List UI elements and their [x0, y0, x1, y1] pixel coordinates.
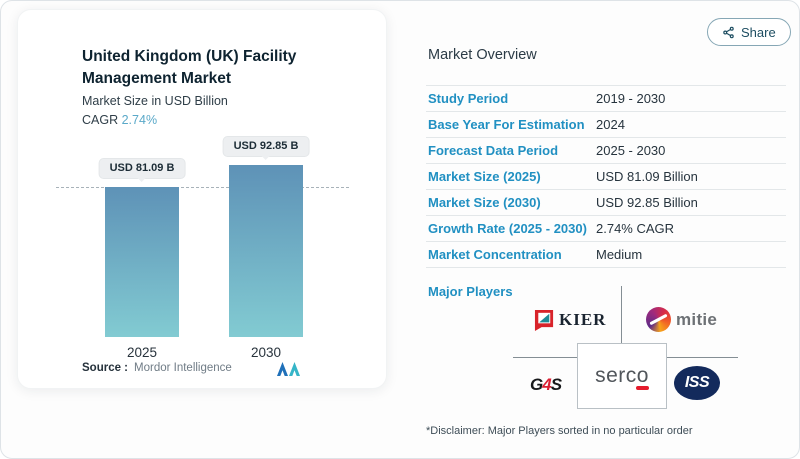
mitie-wordmark: mitie: [676, 309, 718, 329]
category-label: 2030: [250, 345, 282, 360]
table-row: Market Size (2030) USD 92.85 Billion: [426, 189, 786, 215]
chart-subtitle: Market Size in USD Billion: [82, 94, 228, 108]
major-players-grid: KIER mitie serco G4S ISS: [506, 286, 791, 413]
table-row: Market Size (2025) USD 81.09 Billion: [426, 163, 786, 189]
major-players-label: Major Players: [428, 284, 513, 299]
mitie-swirl-icon: [646, 307, 671, 332]
kier-wordmark: KIER: [559, 309, 607, 329]
bar-2025: [105, 187, 179, 337]
cagr-value: 2.74%: [121, 113, 158, 127]
row-value: 2.74% CAGR: [596, 221, 675, 236]
table-row: Base Year For Estimation 2024: [426, 111, 786, 137]
row-label: Market Concentration: [428, 247, 562, 262]
iss-logo: ISS: [674, 366, 720, 400]
row-value: 2019 - 2030: [596, 91, 666, 106]
cagr-line: CAGR 2.74%: [82, 113, 157, 127]
row-label: Market Size (2025): [428, 169, 541, 184]
source-name: Mordor Intelligence: [134, 362, 232, 374]
bar-chart-plot: USD 81.09 B 2025 USD 92.85 B 2030: [56, 137, 352, 360]
serco-wordmark: serco: [595, 364, 649, 387]
row-value: USD 92.85 Billion: [596, 195, 698, 210]
iss-wordmark: ISS: [684, 374, 710, 391]
table-row: Market Concentration Medium: [426, 241, 786, 267]
overview-table: Study Period 2019 - 2030 Base Year For Est…: [426, 85, 786, 268]
g4s-logo: G4S: [530, 375, 562, 395]
source-row: Source : Mordor Intelligence: [82, 362, 232, 374]
source-label: Source :: [82, 362, 129, 374]
share-button-label: Share: [741, 24, 776, 40]
players-vertical-divider: [621, 286, 622, 343]
row-label: Forecast Data Period: [428, 143, 559, 158]
kier-flag-icon: [534, 308, 555, 331]
row-label: Growth Rate (2025 - 2030): [428, 221, 587, 236]
mordor-intelligence-logo-icon: [276, 361, 302, 382]
market-size-chart-card: United Kingdom (UK) Facility Management …: [17, 9, 387, 389]
disclaimer-text: *Disclaimer: Major Players sorted in no …: [426, 425, 693, 437]
share-icon: [722, 26, 735, 39]
reference-dashed-line: [56, 187, 349, 188]
bar-value-badge: USD 81.09 B: [99, 159, 185, 178]
mitie-logo: mitie: [646, 307, 717, 332]
bar-value-badge: USD 92.85 B: [223, 137, 309, 156]
kier-logo: KIER: [534, 308, 606, 331]
table-row: Study Period 2019 - 2030: [426, 85, 786, 111]
row-label: Market Size (2030): [428, 195, 541, 210]
cagr-label: CAGR: [82, 113, 119, 127]
serco-red-dash-icon: [635, 386, 649, 390]
row-label: Study Period: [428, 91, 509, 106]
g4s-letter-4: 4: [542, 375, 552, 394]
g4s-letter-g: G: [530, 375, 543, 394]
bar-2030: [229, 165, 303, 337]
row-value: 2024: [596, 117, 625, 132]
serco-logo: serco: [595, 364, 649, 390]
g4s-letter-s: S: [550, 375, 562, 394]
row-value: 2025 - 2030: [596, 143, 666, 158]
table-row: Growth Rate (2025 - 2030) 2.74% CAGR: [426, 215, 786, 241]
share-button[interactable]: Share: [707, 18, 791, 46]
panel-heading: Market Overview: [428, 47, 537, 63]
row-value: Medium: [596, 247, 643, 262]
serco-logo-box: serco: [577, 343, 667, 409]
chart-title: United Kingdom (UK) Facility Management …: [82, 48, 297, 88]
row-value: USD 81.09 Billion: [596, 169, 698, 184]
table-row: Forecast Data Period 2025 - 2030: [426, 137, 786, 163]
row-label: Base Year For Estimation: [428, 117, 585, 132]
category-label: 2025: [126, 345, 158, 360]
